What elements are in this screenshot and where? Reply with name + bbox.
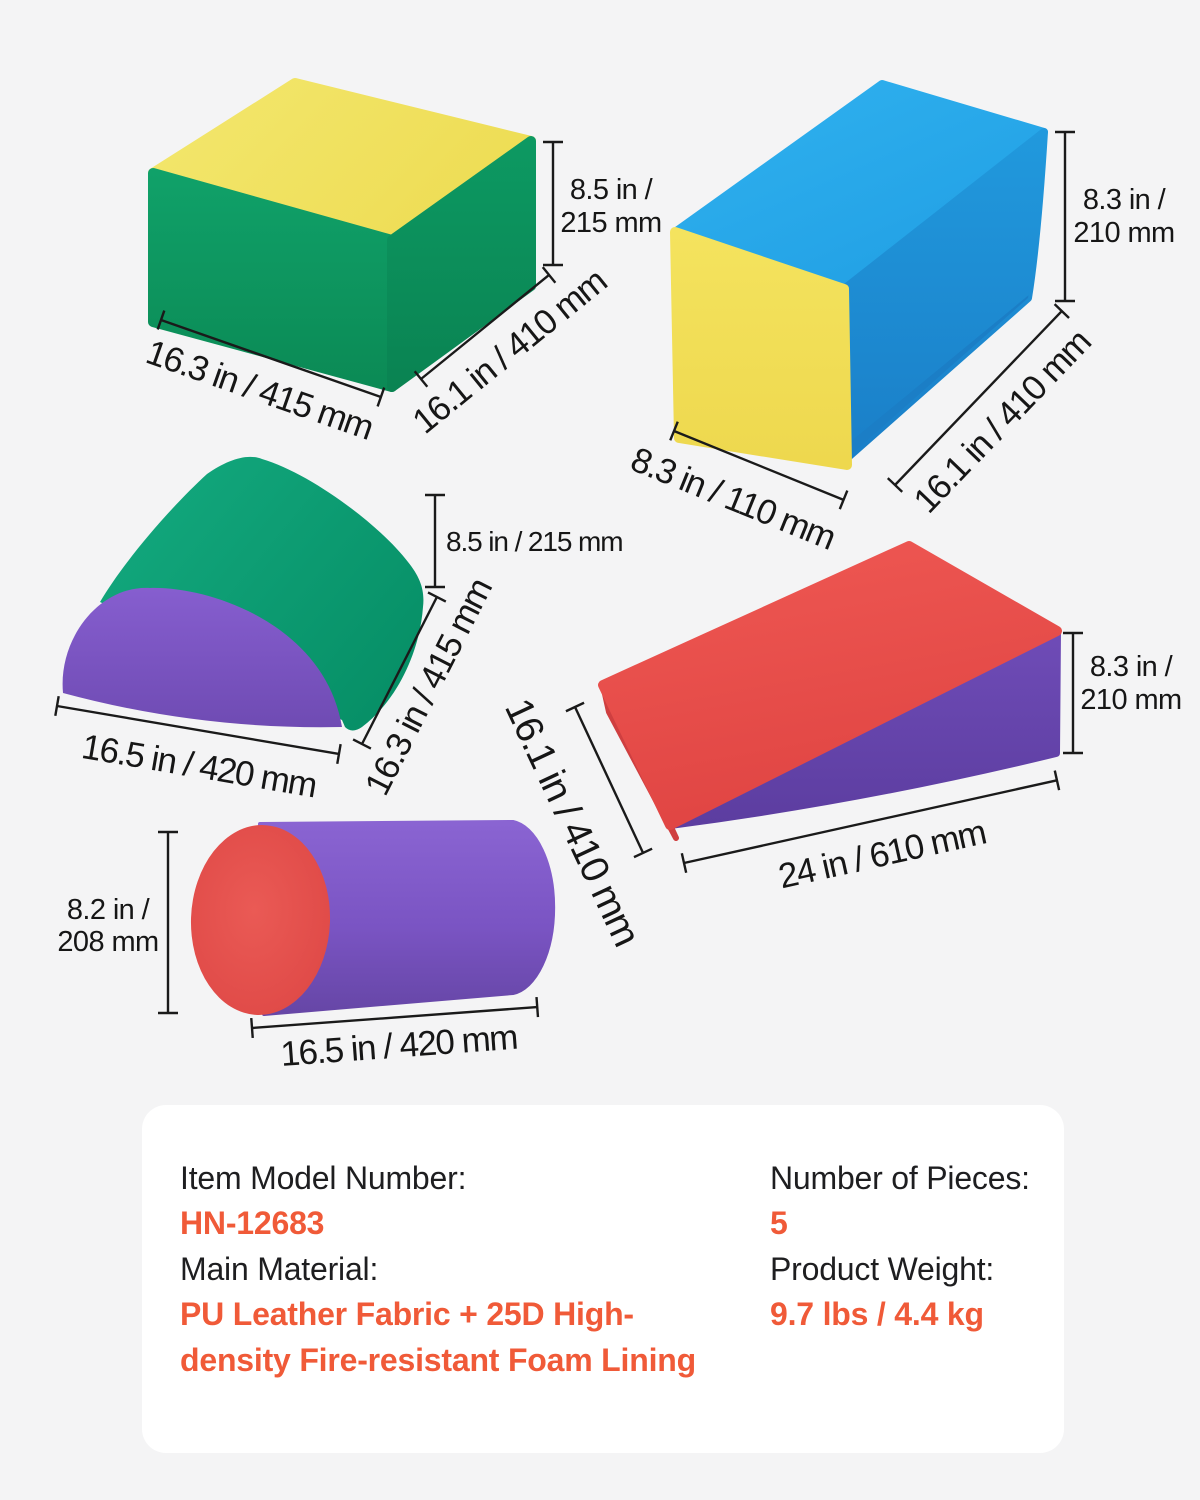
svg-text:215 mm: 215 mm xyxy=(560,207,661,239)
svg-text:208 mm: 208 mm xyxy=(57,926,158,958)
svg-text:16.5 in / 420 mm: 16.5 in / 420 mm xyxy=(79,727,319,805)
svg-text:16.5 in / 420 mm: 16.5 in / 420 mm xyxy=(279,1018,518,1074)
svg-text:210 mm: 210 mm xyxy=(1080,684,1181,716)
svg-text:210 mm: 210 mm xyxy=(1073,217,1174,249)
svg-text:8.3 in /: 8.3 in / xyxy=(1090,651,1174,683)
svg-text:8.2 in /: 8.2 in / xyxy=(67,894,151,926)
svg-text:24 in / 610 mm: 24 in / 610 mm xyxy=(775,813,989,897)
svg-text:8.5 in /: 8.5 in / xyxy=(570,174,654,206)
svg-text:8.5 in / 215 mm: 8.5 in / 215 mm xyxy=(446,526,622,557)
svg-text:8.3 in /: 8.3 in / xyxy=(1083,184,1167,216)
